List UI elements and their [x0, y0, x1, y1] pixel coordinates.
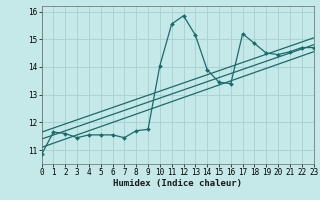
X-axis label: Humidex (Indice chaleur): Humidex (Indice chaleur)	[113, 179, 242, 188]
